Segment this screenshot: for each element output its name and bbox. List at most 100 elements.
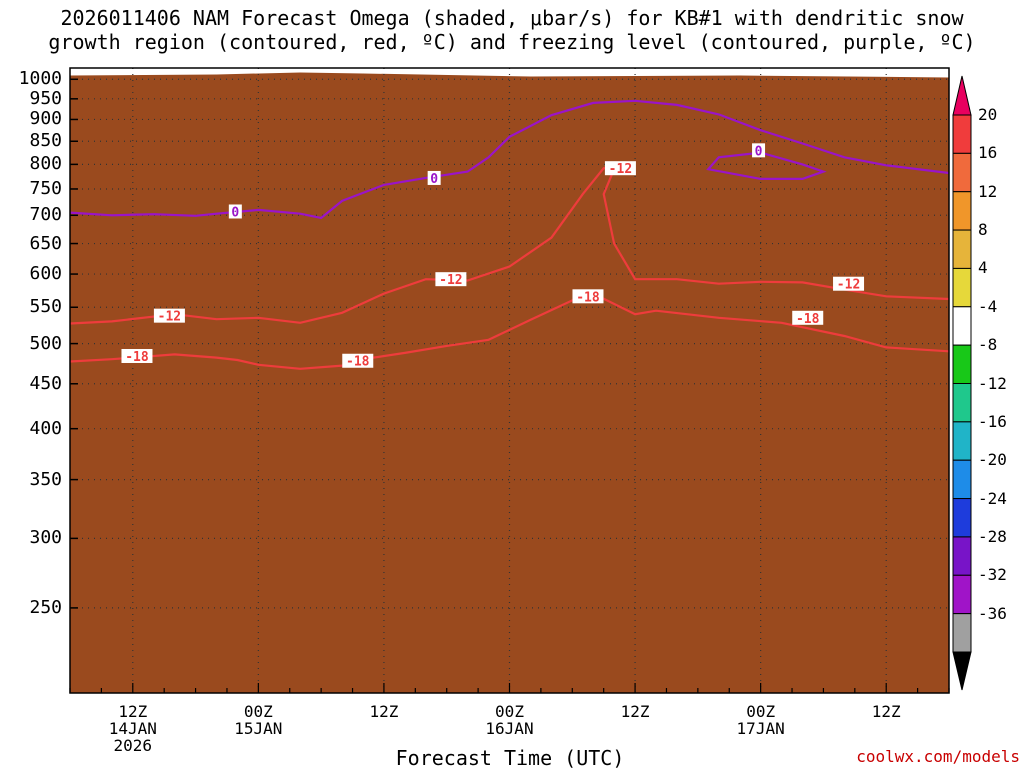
colorbar-swatch <box>952 306 972 346</box>
y-tick-label: 500 <box>29 332 62 354</box>
omega-shading <box>70 72 949 693</box>
x-tick-label-line: 14JAN <box>108 719 157 738</box>
x-tick-label: 00Z 17JAN <box>716 703 806 737</box>
colorbar-label: 12 <box>978 181 998 201</box>
x-tick-label-line: 2026 <box>113 736 153 755</box>
y-tick-label: 650 <box>29 232 62 254</box>
grid-lines <box>69 68 950 693</box>
colorbar-label: 20 <box>978 105 998 124</box>
colorbar-label: -28 <box>978 526 1007 546</box>
x-tick-label: 12Z 14JAN 2026 <box>88 703 178 754</box>
colorbar-swatch <box>952 344 972 384</box>
x-tick-label-line: 12Z <box>871 702 901 721</box>
colorbar-label: -20 <box>978 450 1007 470</box>
colorbar-swatch <box>952 498 972 538</box>
title-line-1: 2026011406 NAM Forecast Omega (shaded, μ… <box>60 6 964 30</box>
colorbar-label: -8 <box>978 335 998 355</box>
chart-title: 2026011406 NAM Forecast Omega (shaded, μ… <box>0 6 1024 54</box>
y-tick-label: 950 <box>29 87 62 109</box>
colorbar-swatch <box>952 152 972 193</box>
colorbar-swatch <box>952 191 972 231</box>
x-tick-label-line: 00Z <box>746 702 776 721</box>
colorbar-label: -4 <box>978 296 998 316</box>
y-tick-label: 850 <box>29 130 62 152</box>
y-tick-label: 600 <box>29 263 62 285</box>
svg-text:-12: -12 <box>158 310 181 325</box>
svg-text:-12: -12 <box>837 278 860 293</box>
x-tick-label-line: 16JAN <box>485 719 534 738</box>
x-tick-label: 12Z <box>590 703 680 720</box>
y-tick-label: 900 <box>29 108 62 130</box>
site-credit[interactable]: coolwx.com/models <box>856 747 1020 766</box>
colorbar-swatch <box>952 459 972 500</box>
y-tick-label: 300 <box>29 527 62 549</box>
contour-label: 0 <box>752 143 766 159</box>
svg-text:-18: -18 <box>796 312 820 327</box>
y-tick-label: 1000 <box>18 68 62 90</box>
y-tick-label: 550 <box>29 296 62 318</box>
colorbar-swatch <box>952 383 972 423</box>
title-line-2: growth region (contoured, red, ºC) and f… <box>48 30 976 54</box>
contour-label: -12 <box>833 276 865 293</box>
colorbar-label: -16 <box>978 411 1007 431</box>
colorbar-label: -32 <box>978 565 1007 585</box>
contour-label: 0 <box>427 170 441 187</box>
colorbar-swatch <box>952 536 972 576</box>
x-tick-label: 00Z 16JAN <box>465 703 555 737</box>
svg-text:-12: -12 <box>439 273 462 288</box>
svg-text:0: 0 <box>231 205 239 220</box>
contour-line <box>70 99 949 220</box>
colorbar-swatch <box>952 229 972 269</box>
colorbar-label: -12 <box>978 373 1007 393</box>
svg-text:0: 0 <box>755 144 763 159</box>
colorbar-swatch <box>952 421 972 461</box>
contour-label: -18 <box>572 289 604 305</box>
x-tick-label-line: 12Z <box>118 702 148 721</box>
x-tick-label-line: 15JAN <box>234 719 283 738</box>
x-tick-label-line: 00Z <box>495 702 524 721</box>
contour-label: 0 <box>228 204 242 220</box>
svg-text:-18: -18 <box>346 355 370 370</box>
x-tick-label: 12Z <box>339 703 429 720</box>
contour-line <box>70 292 949 370</box>
x-tick-label: 00Z 15JAN <box>213 703 303 737</box>
colorbar-swatch <box>952 267 972 308</box>
temperature-contours: -18 -18 -18 -18 -12 -12 -12 -12 0 0 0 <box>70 99 949 370</box>
y-tick-label: 400 <box>29 417 62 439</box>
svg-text:-18: -18 <box>125 350 149 365</box>
x-tick-label-line: 12Z <box>620 702 650 721</box>
x-tick-label-line: 12Z <box>369 702 399 721</box>
colorbar-swatch <box>952 114 972 154</box>
y-tick-label: 450 <box>29 372 62 394</box>
colorbar-label: 8 <box>978 220 988 240</box>
plot-frame <box>69 67 950 694</box>
y-tick-label: 800 <box>29 153 62 175</box>
svg-text:0: 0 <box>430 172 438 187</box>
x-tick-label-line: 00Z <box>243 702 273 721</box>
contour-label: -12 <box>604 161 636 177</box>
colorbar-label: 16 <box>978 143 998 163</box>
colorbar-bottom-arrow <box>952 651 972 691</box>
colorbar-label: -36 <box>978 603 1007 623</box>
contour-label: -18 <box>121 348 153 365</box>
colorbar-label: 4 <box>978 258 988 278</box>
contour-loop <box>706 151 827 180</box>
colorbar-swatch <box>952 574 972 615</box>
y-tick-label: 700 <box>29 204 62 226</box>
y-tick-label: 350 <box>29 468 62 490</box>
colorbar-label: -24 <box>978 488 1007 508</box>
svg-text:-18: -18 <box>576 290 600 305</box>
x-axis-label: Forecast Time (UTC) <box>395 746 625 770</box>
y-tick-label: 750 <box>29 177 62 199</box>
colorbar <box>952 75 972 691</box>
x-tick-label: 12Z <box>841 703 931 720</box>
contour-label: -12 <box>435 272 467 288</box>
x-tick-label-line: 17JAN <box>736 719 785 738</box>
contour-label: -18 <box>792 310 824 327</box>
y-tick-label: 250 <box>29 596 62 618</box>
contour-label: -18 <box>342 353 374 370</box>
colorbar-swatch <box>952 613 972 653</box>
contour-label: -12 <box>153 308 185 325</box>
colorbar-top-arrow <box>952 75 972 116</box>
